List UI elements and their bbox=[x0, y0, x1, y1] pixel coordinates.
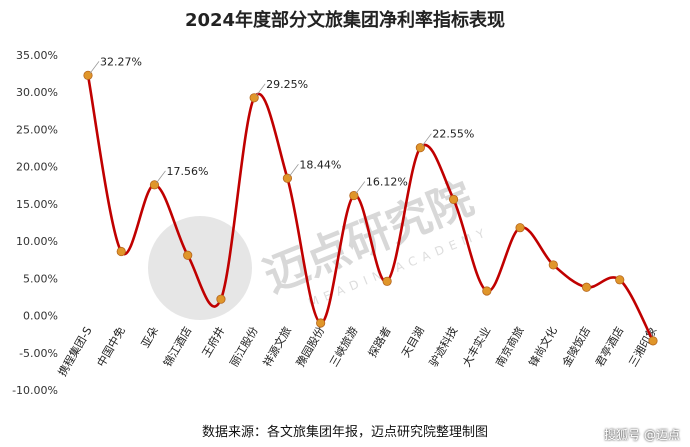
x-tick-label: 锦江酒店 bbox=[160, 324, 194, 369]
data-point bbox=[216, 294, 226, 304]
y-axis: 35.00% 30.00% 25.00% 20.00% 15.00% 10.00% 5.00… bbox=[12, 49, 58, 397]
chart-title: 2024年度部分文旅集团净利率指标表现 bbox=[184, 10, 506, 31]
watermark-logo: 迈点研究院 MEADIN ACADEMY bbox=[148, 173, 492, 320]
series-line bbox=[86, 75, 655, 342]
x-tick-label: 祥源文旅 bbox=[260, 324, 294, 369]
x-tick-label: 锋尚文化 bbox=[526, 324, 560, 369]
data-point bbox=[615, 275, 625, 285]
y-tick-label: 0.00% bbox=[23, 310, 58, 323]
y-tick-label: -5.00% bbox=[19, 347, 58, 360]
data-label: 22.55% bbox=[432, 128, 474, 141]
x-tick-label: 三峡旅游 bbox=[326, 324, 360, 369]
data-point bbox=[116, 246, 126, 257]
data-point bbox=[548, 260, 558, 270]
data-label: 17.56% bbox=[166, 165, 208, 178]
data-label-leader bbox=[255, 83, 266, 97]
x-tick-label: 豫园股份 bbox=[294, 325, 327, 370]
x-tick-label: 三湘印象 bbox=[625, 324, 659, 369]
data-label: 32.27% bbox=[100, 55, 142, 68]
y-tick-label: 25.00% bbox=[16, 123, 58, 136]
y-tick-label: 20.00% bbox=[16, 161, 58, 174]
data-label: 29.25% bbox=[266, 78, 308, 91]
data-point bbox=[448, 194, 459, 205]
data-point bbox=[482, 286, 492, 296]
y-tick-label: 35.00% bbox=[16, 49, 58, 62]
x-tick-label: 南京商旅 bbox=[493, 324, 527, 369]
data-point bbox=[316, 318, 326, 328]
data-label-leader bbox=[422, 133, 432, 146]
data-label-leader bbox=[89, 61, 100, 74]
data-label: 18.44% bbox=[299, 158, 341, 171]
data-point bbox=[515, 223, 525, 233]
data-label-leader bbox=[355, 181, 366, 194]
data-point bbox=[648, 336, 658, 346]
data-labels: 32.27% 17.56% 29.25% 18.44% 16.12% 22.55% bbox=[89, 55, 474, 194]
x-tick-label: 大丰实业 bbox=[459, 324, 493, 369]
y-tick-label: -10.00% bbox=[12, 384, 58, 397]
data-label-leader bbox=[156, 170, 166, 184]
x-tick-label: 驴迹科技 bbox=[426, 324, 460, 369]
x-tick-label: 丽江股份 bbox=[228, 325, 261, 370]
y-tick-label: 15.00% bbox=[16, 198, 58, 211]
x-tick-label: 中国中免 bbox=[94, 324, 128, 369]
data-label-leader bbox=[289, 164, 299, 177]
y-tick-label: 30.00% bbox=[16, 86, 58, 99]
data-point bbox=[382, 276, 392, 286]
data-label: 16.12% bbox=[366, 176, 408, 189]
x-tick-label: 天目湖 bbox=[399, 325, 427, 360]
source-note: 数据来源：各文旅集团年报，迈点研究院整理制图 bbox=[201, 425, 488, 440]
x-tick-label: 君亭酒店 bbox=[592, 324, 626, 369]
y-tick-label: 10.00% bbox=[16, 235, 58, 248]
y-tick-label: 5.00% bbox=[23, 272, 58, 285]
x-tick-label: 王府井 bbox=[199, 324, 228, 360]
x-tick-label: 金陵饭店 bbox=[559, 324, 593, 369]
x-tick-label: 亚朵 bbox=[139, 325, 161, 351]
data-point bbox=[183, 250, 193, 260]
x-axis: 携程集团-S 中国中免 亚朵 锦江酒店 王府井 丽江股份 祥源文旅 豫园股份 三峡旅游 探路者 天目… bbox=[55, 324, 660, 379]
data-point bbox=[581, 282, 592, 292]
x-tick-label: 携程集团-S bbox=[55, 324, 95, 379]
credit-watermark: 搜狐号 @迈点 bbox=[604, 428, 680, 442]
x-tick-label: 探路者 bbox=[366, 325, 394, 360]
